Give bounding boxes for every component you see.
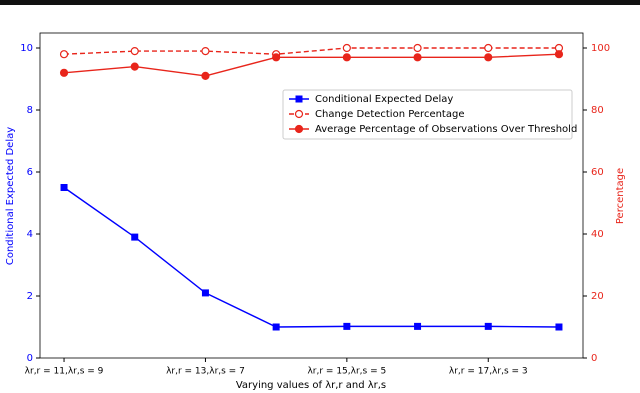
point <box>130 62 139 71</box>
y-tick-label: 6 <box>27 167 33 178</box>
legend-label: Conditional Expected Delay <box>315 94 453 105</box>
series-line <box>63 53 559 77</box>
series-line <box>63 186 559 328</box>
top-bar <box>0 0 640 5</box>
x-tick-label: λr,r = 13,λr,s = 7 <box>166 367 245 377</box>
y-tick-label: 0 <box>27 353 33 364</box>
point <box>484 43 493 53</box>
point <box>413 53 422 62</box>
point <box>60 184 68 191</box>
y2-tick-label: 80 <box>591 105 604 116</box>
point <box>343 322 351 330</box>
point <box>131 233 139 241</box>
y2-axis-label: Percentage <box>615 168 626 224</box>
x-tick-label: λr,r = 11,λr,s = 9 <box>25 367 104 377</box>
legend-marker <box>294 124 304 134</box>
point <box>201 46 210 56</box>
y2-tick-label: 0 <box>591 353 597 364</box>
y2-tick-label: 40 <box>591 229 604 240</box>
point <box>414 322 422 330</box>
x-tick-label: λr,r = 15,λr,s = 5 <box>307 367 386 377</box>
legend-label: Change Detection Percentage <box>315 109 464 120</box>
point <box>130 46 139 56</box>
legend-label: Average Percentage of Observations Over … <box>315 124 577 135</box>
point <box>484 322 492 330</box>
point <box>272 53 281 62</box>
x-axis-label: Varying values of λr,r and λr,s <box>236 380 386 391</box>
point <box>413 43 422 53</box>
point <box>201 71 210 81</box>
point <box>554 50 564 59</box>
x-tick-label: λr,r = 17,λr,s = 3 <box>449 367 528 377</box>
point <box>59 68 69 77</box>
legend-marker <box>295 95 303 103</box>
point <box>272 323 280 331</box>
y2-tick-label: 100 <box>591 43 610 54</box>
y2-tick-label: 60 <box>591 167 604 178</box>
y-tick-label: 2 <box>27 291 33 302</box>
y2-tick-label: 20 <box>591 291 604 302</box>
y-axis-label: Conditional Expected Delay <box>5 127 16 265</box>
point <box>342 43 351 53</box>
legend-box <box>282 89 573 140</box>
point <box>555 323 563 331</box>
series-line <box>64 47 559 55</box>
y-tick-label: 10 <box>20 43 33 54</box>
point <box>59 50 69 59</box>
y-tick-label: 8 <box>27 105 33 116</box>
y-tick-label: 4 <box>27 229 33 240</box>
plot-frame <box>39 32 584 359</box>
legend: Conditional Expected Delay Change Detecti… <box>282 89 577 140</box>
point <box>201 289 209 297</box>
point <box>484 53 493 62</box>
legend-marker <box>294 109 304 119</box>
point <box>342 53 351 62</box>
